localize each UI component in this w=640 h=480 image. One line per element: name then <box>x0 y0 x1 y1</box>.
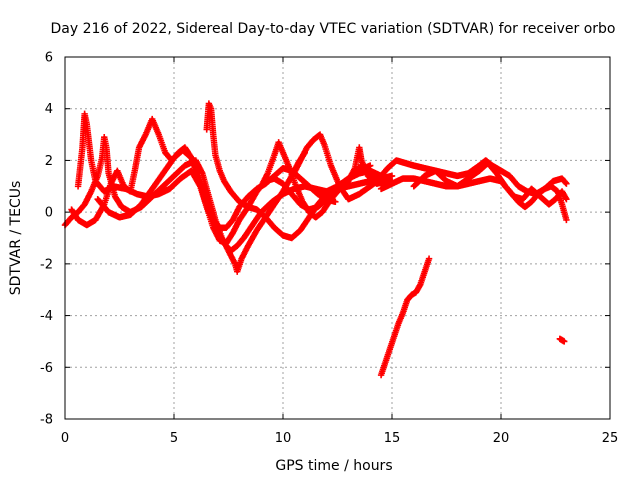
data-marks <box>61 100 570 379</box>
y-tick-label: -6 <box>40 361 53 376</box>
series-sat-k <box>377 255 433 379</box>
data-point <box>388 172 396 180</box>
x-tick-label: 5 <box>170 431 178 446</box>
data-point <box>367 162 374 169</box>
data-point <box>563 180 570 187</box>
series-sat-l <box>556 335 568 345</box>
y-tick-label: 4 <box>45 102 53 117</box>
x-tick-label: 20 <box>493 431 510 446</box>
y-tick-label: -2 <box>40 257 53 272</box>
y-tick-label: 0 <box>45 206 53 221</box>
data-point <box>425 255 433 262</box>
y-axis-label: SDTVAR / TECUs <box>8 181 24 296</box>
x-tick-label: 15 <box>384 431 401 446</box>
y-tick-label: 2 <box>45 154 53 169</box>
x-tick-labels: 0 5 10 15 20 25 <box>61 431 618 446</box>
series-sat-g <box>290 131 396 203</box>
x-axis-label: GPS time / hours <box>275 458 392 474</box>
y-tick-label: -4 <box>40 309 53 324</box>
chart-title: Day 216 of 2022, Sidereal Day-to-day VTE… <box>51 21 616 37</box>
data-point <box>563 216 570 224</box>
data-point <box>561 338 568 345</box>
y-tick-labels: -8 -6 -4 -2 0 2 4 6 <box>40 51 53 428</box>
x-tick-label: 25 <box>602 431 619 446</box>
data-point <box>332 198 339 205</box>
grid-lines <box>64 56 611 420</box>
series-sat-j <box>410 159 570 208</box>
y-tick-label: 6 <box>45 51 53 66</box>
series-sat-e <box>203 100 374 242</box>
x-tick-label: 0 <box>61 431 69 446</box>
data-point <box>563 196 570 203</box>
y-tick-label: -8 <box>40 413 53 428</box>
plot-frame <box>64 56 611 420</box>
x-tick-label: 10 <box>275 431 292 446</box>
